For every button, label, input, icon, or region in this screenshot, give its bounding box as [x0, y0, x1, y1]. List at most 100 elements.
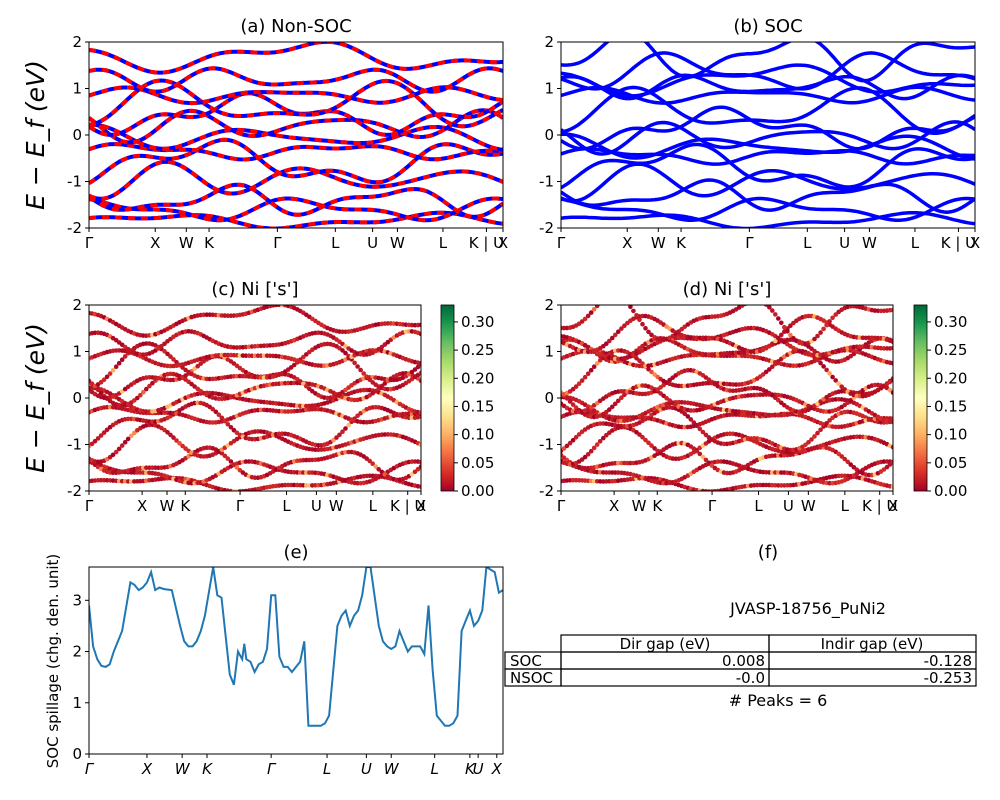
band-point [776, 335, 781, 341]
band-point [228, 425, 234, 430]
band-point [649, 369, 654, 375]
panel-e-soc-spillage: (e) SOC spillage (chg. den. unit) 0 1 2 3 Γ… [44, 542, 504, 778]
band-point [567, 399, 573, 404]
band-point [343, 426, 348, 431]
band-point [412, 469, 418, 475]
band-point [616, 329, 621, 334]
band-line [89, 159, 503, 201]
table-header-dir-gap: Dir gap (eV) [620, 635, 711, 653]
band-point [132, 430, 137, 436]
xtick-label: K | U [469, 234, 504, 252]
panel-b-title: (b) SOC [733, 16, 802, 37]
panel-d-yticks: -2 -1 0 1 2 [539, 296, 561, 500]
band-point [168, 354, 173, 359]
ytick-label: 3 [72, 591, 82, 609]
xtick-label: U [839, 234, 850, 252]
band-point [643, 326, 648, 331]
band-point [643, 437, 648, 443]
panel-d-colorbar-ticks: 0.00 0.05 0.10 0.15 0.20 0.25 0.30 [927, 313, 967, 500]
band-point [637, 432, 642, 437]
band-point [147, 383, 152, 389]
xtick-label: L [323, 760, 331, 778]
colorbar-tick-label: 0.05 [934, 454, 967, 472]
xtick-label: U [367, 234, 378, 252]
gap-table [504, 634, 977, 687]
band-point [700, 454, 706, 460]
band-point [340, 348, 345, 353]
colorbar-tick-label: 0.25 [461, 341, 494, 359]
xtick-label: X [970, 234, 980, 252]
band-point [827, 319, 832, 324]
band-point [890, 390, 893, 395]
panel-c-title: (c) Ni ['s'] [211, 279, 298, 300]
panel-e-title: (e) [283, 542, 308, 563]
band-line [561, 142, 975, 190]
band-point [649, 443, 654, 448]
band-point [890, 377, 893, 383]
band-point [646, 329, 651, 335]
band-point [561, 446, 567, 451]
table-row-soc-label: SOC [510, 652, 542, 670]
band-point [782, 324, 787, 330]
xtick-label: Γ [85, 234, 94, 252]
band-point [767, 305, 772, 310]
band-point [773, 312, 778, 317]
band-point [376, 467, 382, 472]
ytick-label: -2 [67, 219, 82, 237]
band-line [561, 51, 975, 91]
band-point [640, 321, 645, 327]
band-point [743, 305, 748, 307]
xtick-label: W [329, 497, 344, 515]
band-point [582, 374, 588, 380]
band-line [89, 108, 503, 145]
panel-d-plot-area [561, 298, 893, 491]
xtick-label: W [862, 234, 877, 252]
band-point [884, 464, 890, 470]
band-line [89, 85, 503, 106]
xtick-label: X [498, 234, 508, 252]
band-point [601, 298, 606, 303]
band-point [165, 430, 170, 435]
band-point [646, 366, 651, 372]
band-point [225, 456, 231, 461]
xtick-label: U [311, 497, 322, 515]
band-point [649, 332, 654, 338]
band-point [739, 305, 745, 308]
band-point [567, 440, 573, 446]
band-point [89, 441, 95, 447]
band-point [588, 448, 594, 454]
xtick-label: Γ [745, 234, 754, 252]
xtick-label: K | U [862, 497, 897, 515]
band-point [177, 441, 182, 446]
band-point [833, 312, 838, 317]
band-line [561, 196, 975, 222]
xtick-label: X [137, 497, 147, 515]
colorbar-tick-label: 0.20 [461, 369, 494, 387]
band-point [418, 464, 421, 469]
band-line [561, 105, 975, 151]
band-point [779, 332, 784, 338]
panel-e-xticks: Γ X W K Γ L U W L KU X [85, 754, 503, 778]
band-point [842, 456, 847, 462]
colorbar-tick-label: 0.10 [461, 426, 494, 444]
band-line [89, 42, 503, 75]
ytick-label: -2 [67, 482, 82, 500]
band-point [346, 422, 351, 428]
band-point [234, 465, 240, 470]
xtick-label: K [652, 497, 663, 515]
ytick-label: -1 [67, 436, 82, 454]
band-point [788, 332, 793, 338]
band-point [767, 367, 772, 372]
xtick-label: Γ [267, 760, 277, 778]
band-line [561, 147, 975, 166]
band-point [697, 426, 703, 432]
band-point [340, 429, 345, 434]
band-point [138, 392, 143, 398]
band-line [89, 196, 503, 223]
band-point [685, 414, 691, 419]
